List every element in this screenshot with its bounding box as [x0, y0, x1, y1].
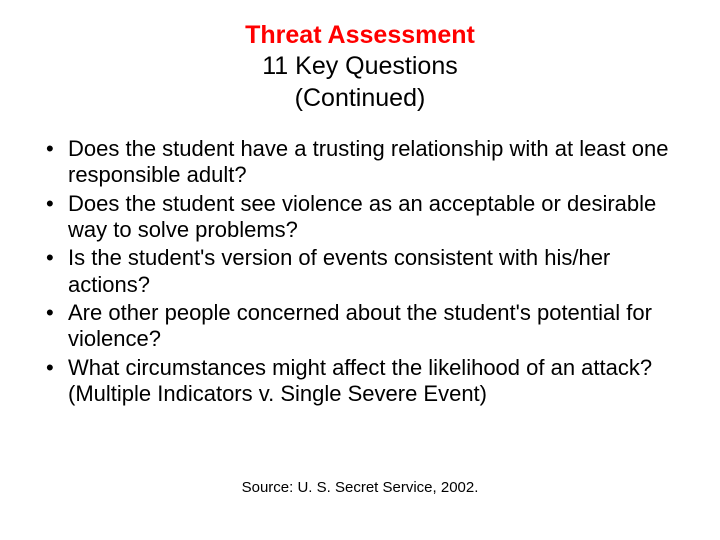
- source-text: Source: U. S. Secret Service, 2002.: [0, 479, 720, 496]
- title-sub-2: (Continued): [295, 84, 426, 112]
- title-block: Threat Assessment 11 Key Questions (Cont…: [30, 20, 690, 114]
- bullet-list: Does the student have a trusting relatio…: [30, 136, 690, 408]
- list-item: Is the student's version of events consi…: [40, 245, 680, 298]
- list-item: Are other people concerned about the stu…: [40, 300, 680, 353]
- title-sub-1: 11 Key Questions: [262, 52, 457, 80]
- title-main: Threat Assessment: [245, 21, 475, 49]
- list-item: Does the student see violence as an acce…: [40, 191, 680, 244]
- slide: Threat Assessment 11 Key Questions (Cont…: [0, 0, 720, 540]
- list-item: What circumstances might affect the like…: [40, 355, 680, 408]
- list-item: Does the student have a trusting relatio…: [40, 136, 680, 189]
